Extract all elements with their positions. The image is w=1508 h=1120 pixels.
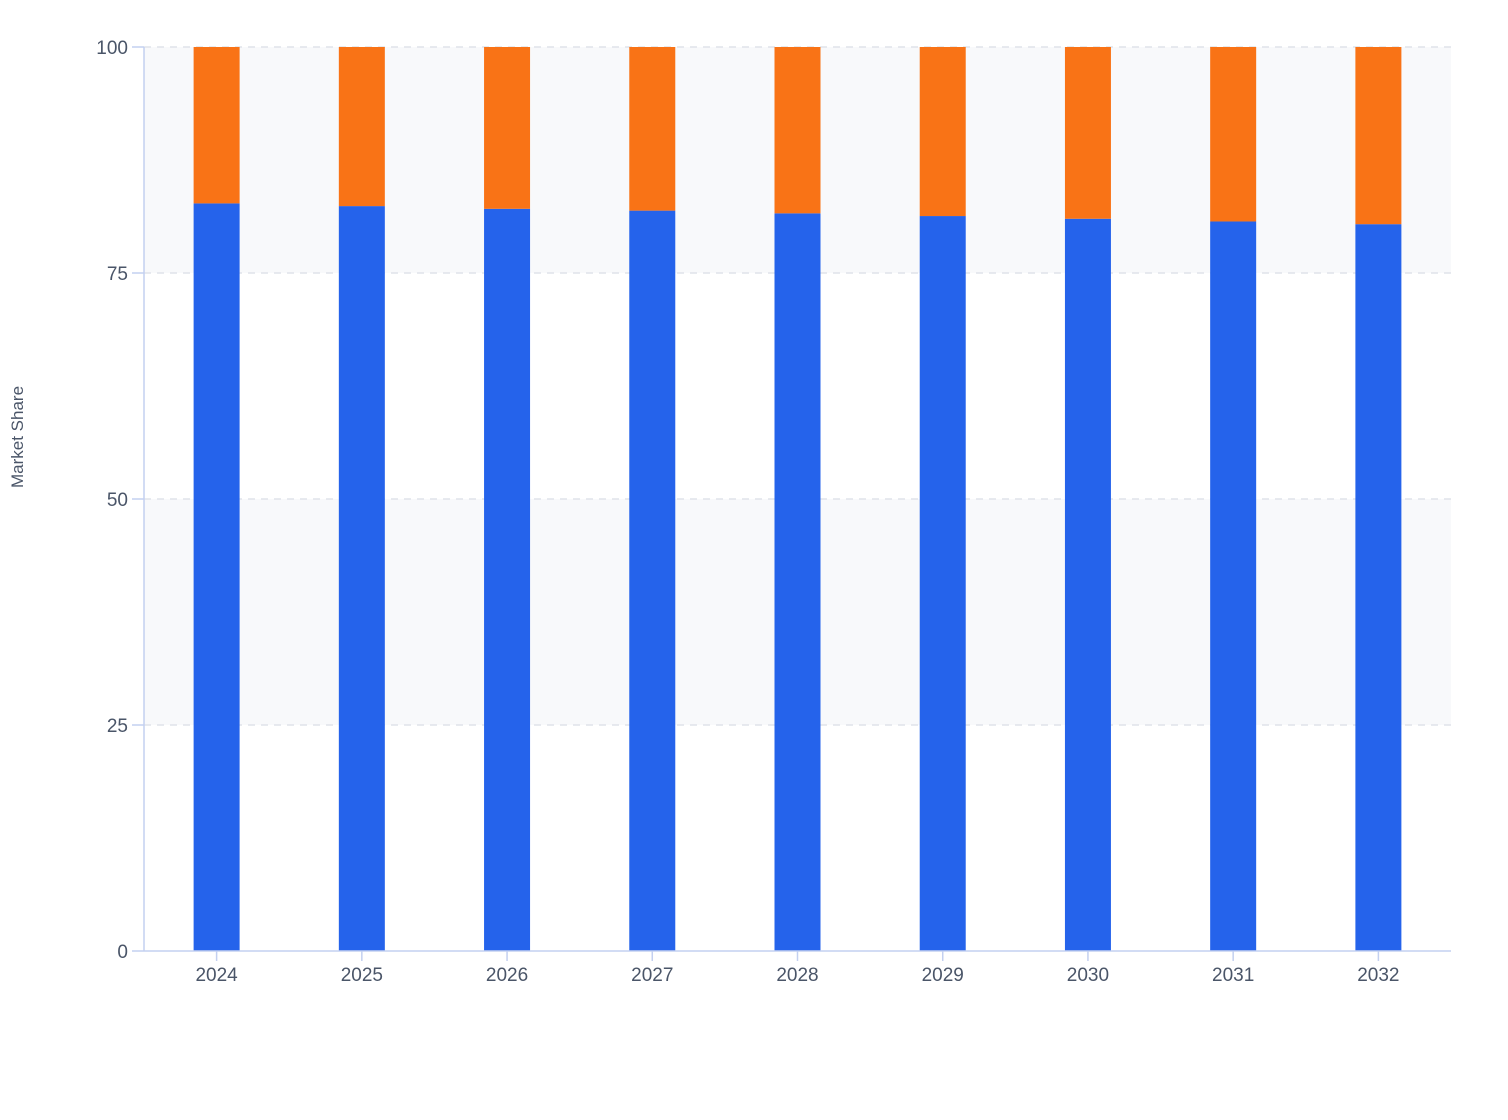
bar-segment xyxy=(338,206,385,951)
y-axis-title: Market Share xyxy=(8,386,27,488)
bar-segment xyxy=(919,47,966,217)
x-tick-label: 2028 xyxy=(776,965,818,986)
bar-segment xyxy=(1355,47,1402,225)
bar-segment xyxy=(1064,218,1111,951)
bar-segment xyxy=(484,208,531,952)
y-tick-label: 25 xyxy=(107,716,128,737)
bar-segment xyxy=(774,47,821,214)
bar-segment xyxy=(919,216,966,952)
x-tick-label: 2027 xyxy=(631,965,673,986)
x-tick-label: 2029 xyxy=(922,965,964,986)
bar-segment xyxy=(629,210,676,951)
x-axis-ticks: 2024 2025 2026 2027 2028 2029 2030 2031 2032 xyxy=(195,951,1400,986)
x-tick-label: 2031 xyxy=(1212,965,1254,986)
bar-segment xyxy=(193,47,240,204)
bar-segment xyxy=(629,47,676,211)
bar-segment xyxy=(1210,47,1257,222)
x-tick-label: 2026 xyxy=(486,965,528,986)
x-tick-label: 2025 xyxy=(341,965,383,986)
bar-segment xyxy=(1210,221,1257,952)
y-tick-label: 75 xyxy=(107,264,128,285)
x-tick-label: 2032 xyxy=(1357,965,1399,986)
bar-segment xyxy=(1355,224,1402,951)
bar-segment xyxy=(774,213,821,951)
bar-segment xyxy=(338,47,385,207)
y-tick-label: 50 xyxy=(107,490,128,511)
bars xyxy=(193,47,1402,952)
y-tick-label: 0 xyxy=(117,942,128,963)
bar-segment xyxy=(193,203,240,952)
bar-segment xyxy=(1064,47,1111,219)
x-tick-label: 2024 xyxy=(195,965,238,986)
x-tick-label: 2030 xyxy=(1067,965,1109,986)
bar-segment xyxy=(484,47,531,209)
y-axis-ticks: 0 25 50 75 100 xyxy=(96,38,144,963)
y-tick-label: 100 xyxy=(96,38,128,59)
